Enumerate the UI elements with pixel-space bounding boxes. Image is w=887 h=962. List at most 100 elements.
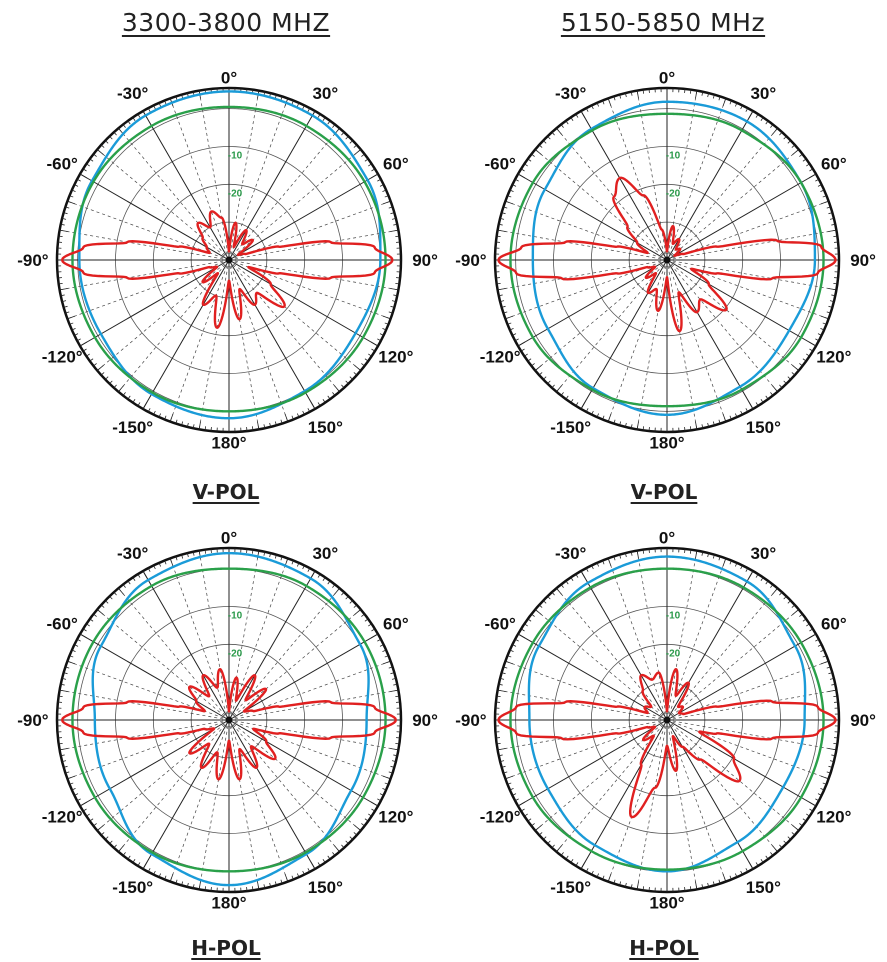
grid-spoke-240 <box>79 259 230 347</box>
tick-58 <box>371 168 376 172</box>
tick-226 <box>104 836 109 840</box>
series-line-2 <box>71 105 387 413</box>
tick-76 <box>829 218 834 220</box>
tick-82 <box>833 695 838 698</box>
tick-246 <box>71 327 76 331</box>
tick-38 <box>770 584 774 588</box>
tick-190 <box>636 881 639 890</box>
tick-136 <box>783 380 787 385</box>
tick-16 <box>712 94 715 99</box>
tick-164 <box>274 421 277 426</box>
tick-156 <box>296 413 300 418</box>
tick-234 <box>89 818 94 822</box>
tick-230 <box>534 365 542 371</box>
angle-label-30: 30° <box>312 544 338 563</box>
tick-222 <box>113 384 117 389</box>
tick-224 <box>547 380 551 385</box>
tick-256 <box>62 300 67 302</box>
grid-spoke-110 <box>666 259 829 320</box>
series-line-2 <box>509 567 825 871</box>
grid-spoke-240 <box>517 259 668 347</box>
tick-152 <box>307 868 311 873</box>
tick-322 <box>560 584 564 588</box>
tick-26 <box>740 105 743 110</box>
tick-140 <box>772 845 778 853</box>
tick-258 <box>60 294 65 297</box>
angle-label-150: 150° <box>308 418 343 437</box>
tick-138 <box>779 844 783 849</box>
tick-98 <box>833 742 838 745</box>
tick-68 <box>384 655 389 658</box>
tick-220 <box>118 845 124 853</box>
angle-label-120: 120° <box>378 807 413 826</box>
tick-286 <box>63 212 68 215</box>
tick-318 <box>551 591 555 596</box>
angle-label-270: -90° <box>17 251 49 270</box>
tick-278 <box>496 695 501 698</box>
grid-spoke-260 <box>497 719 668 751</box>
tick-146 <box>322 859 326 863</box>
tick-108 <box>826 311 831 314</box>
tick-132 <box>353 832 358 836</box>
tick-140 <box>334 845 340 853</box>
tick-156 <box>734 873 738 878</box>
tick-200 <box>607 873 612 882</box>
tick-230 <box>96 825 104 831</box>
series-line-3 <box>497 176 837 333</box>
grid-spoke-110 <box>228 719 391 780</box>
tick-192 <box>630 884 633 889</box>
tick-60 <box>808 633 817 639</box>
tick-32 <box>755 573 759 578</box>
tick-28 <box>745 107 749 112</box>
tick-302 <box>82 168 87 172</box>
tick-342 <box>175 556 178 561</box>
grid-spoke-80 <box>228 689 399 721</box>
tick-44 <box>345 595 349 600</box>
grid-spoke-50 <box>666 609 799 721</box>
tick-110 <box>820 775 829 780</box>
tick-282 <box>60 223 65 226</box>
tick-82 <box>395 235 400 238</box>
tick-294 <box>71 649 76 653</box>
tick-80 <box>390 689 399 692</box>
grid-spoke-190 <box>636 259 668 430</box>
angle-label-60: 60° <box>821 615 847 634</box>
tick-342 <box>613 556 616 561</box>
tick-64 <box>817 184 822 187</box>
tick-62 <box>377 178 382 182</box>
tick-312 <box>538 144 543 148</box>
grid-spoke-330 <box>580 110 668 261</box>
angle-label-30: 30° <box>750 84 776 103</box>
grid-spoke-310 <box>97 149 230 261</box>
tick-30 <box>748 110 754 119</box>
tick-58 <box>809 628 814 632</box>
tick-102 <box>393 754 398 757</box>
tick-204 <box>158 873 162 878</box>
tick-14 <box>707 553 709 558</box>
tick-160 <box>722 413 727 422</box>
grid-spoke-210 <box>142 719 230 870</box>
tick-152 <box>745 868 749 873</box>
grid-spoke-130 <box>666 259 799 371</box>
tick-290 <box>505 660 514 665</box>
tick-242 <box>514 338 519 342</box>
tick-202 <box>164 875 167 880</box>
grid-spoke-230 <box>97 259 230 371</box>
tick-292 <box>507 195 512 198</box>
tick-72 <box>388 666 393 669</box>
tick-204 <box>596 873 600 878</box>
tick-64 <box>817 644 822 647</box>
tick-170 <box>257 881 260 890</box>
tick-158 <box>291 415 294 420</box>
tick-262 <box>496 282 501 285</box>
tick-278 <box>58 695 63 698</box>
tick-214 <box>570 859 574 863</box>
grid-spoke-190 <box>198 719 230 890</box>
tick-280 <box>59 229 68 232</box>
grid-spoke-280 <box>59 689 230 721</box>
tick-192 <box>192 884 195 889</box>
tick-106 <box>390 765 395 768</box>
grid-spoke-50 <box>666 149 799 261</box>
grid-spoke-70 <box>228 200 391 261</box>
tick-160 <box>722 873 727 882</box>
